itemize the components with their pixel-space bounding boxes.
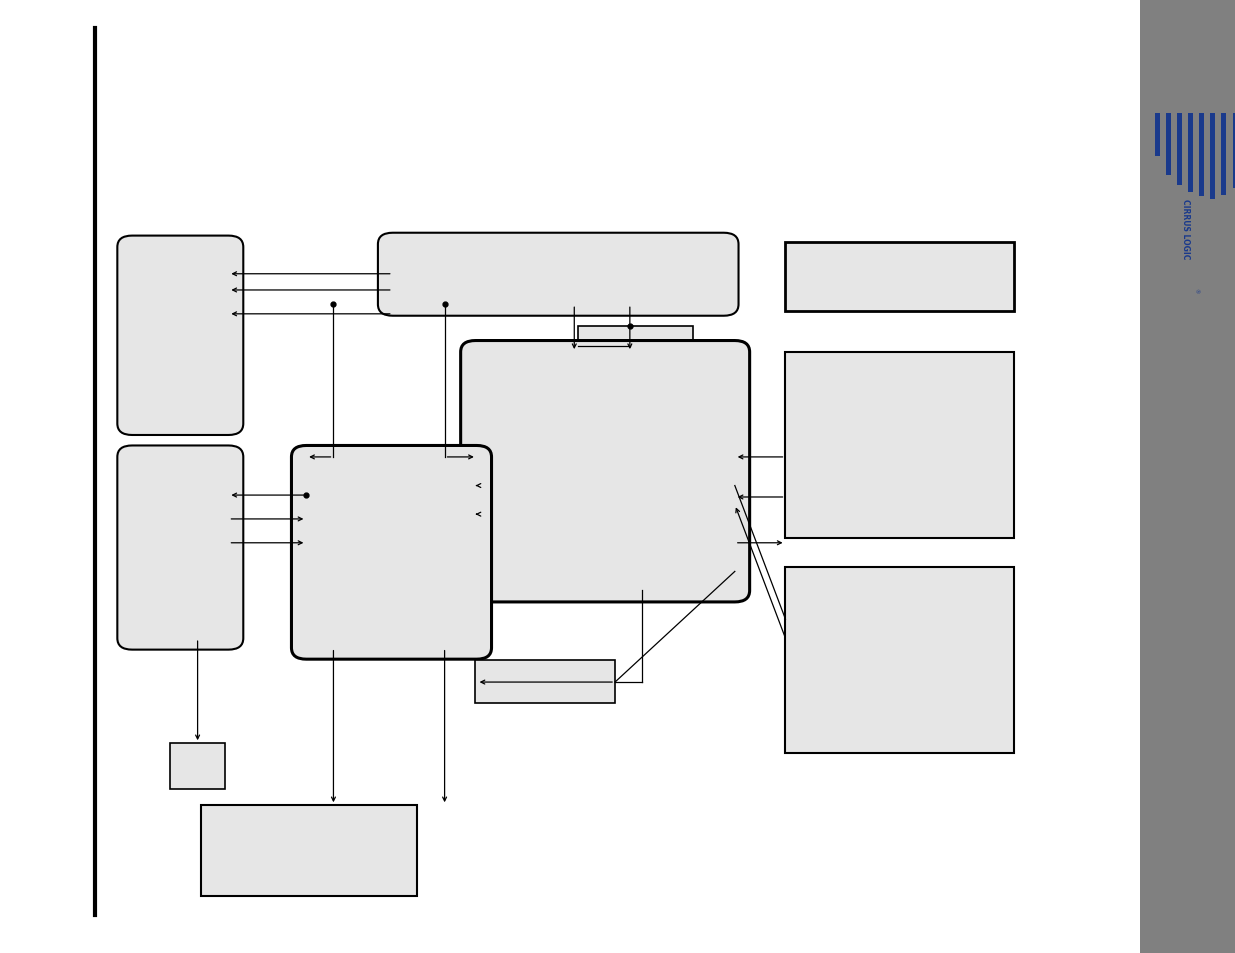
Bar bbox=[785, 567, 1014, 753]
Bar bbox=[1177, 114, 1182, 186]
Text: ®: ® bbox=[1193, 288, 1198, 294]
Bar bbox=[785, 353, 1014, 538]
Bar bbox=[201, 805, 417, 896]
FancyBboxPatch shape bbox=[117, 446, 243, 650]
Bar bbox=[1210, 114, 1215, 200]
Bar bbox=[1221, 114, 1226, 195]
FancyBboxPatch shape bbox=[117, 236, 243, 436]
Bar bbox=[785, 243, 1014, 312]
Bar bbox=[170, 743, 225, 789]
Bar bbox=[1140, 0, 1235, 953]
Bar bbox=[1199, 114, 1204, 197]
FancyBboxPatch shape bbox=[291, 446, 492, 659]
Bar bbox=[1166, 114, 1171, 176]
Bar bbox=[1155, 114, 1160, 157]
FancyBboxPatch shape bbox=[378, 233, 739, 316]
Bar bbox=[578, 327, 693, 367]
Text: CIRRUS LOGIC: CIRRUS LOGIC bbox=[1181, 198, 1191, 259]
Bar bbox=[1188, 114, 1193, 193]
Bar bbox=[475, 660, 615, 703]
Bar bbox=[1233, 114, 1235, 189]
FancyBboxPatch shape bbox=[461, 341, 750, 602]
